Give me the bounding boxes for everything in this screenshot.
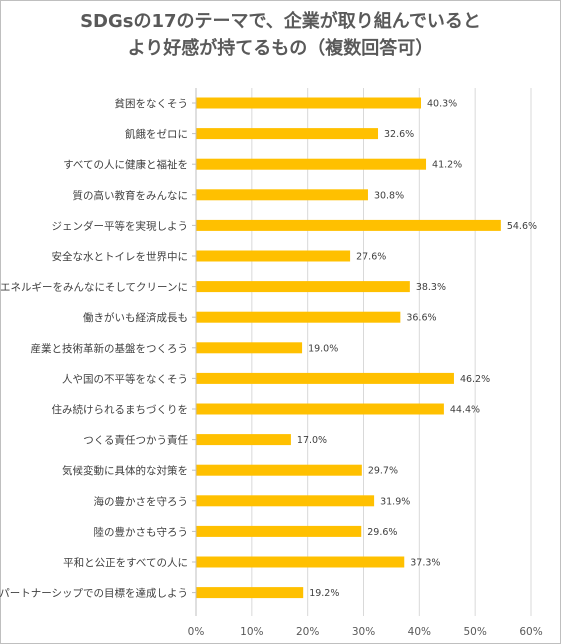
value-label: 27.6% xyxy=(356,252,386,263)
bar xyxy=(196,128,379,140)
bar xyxy=(196,250,351,262)
value-label: 40.3% xyxy=(427,99,457,110)
bar xyxy=(196,219,501,231)
bar xyxy=(196,372,454,384)
category-label: 陸の豊かさも守ろう xyxy=(94,525,189,538)
x-tick-label: 30% xyxy=(352,626,375,638)
value-label: 54.6% xyxy=(507,221,537,232)
category-label: つくる責任つかう責任 xyxy=(83,434,188,447)
bar xyxy=(196,311,401,323)
category-label: 平和と公正をすべての人に xyxy=(63,557,188,569)
bar xyxy=(196,556,405,568)
bar xyxy=(196,403,444,415)
category-label: 人や国の不平等をなくそう xyxy=(62,372,188,385)
value-label: 29.6% xyxy=(367,527,397,538)
x-tick-label: 40% xyxy=(408,626,431,638)
bar xyxy=(196,158,427,170)
bar xyxy=(196,97,422,109)
bar xyxy=(196,281,410,293)
chart-title-line-2: より好感が持てるもの（複数回答可） xyxy=(127,38,434,59)
bar xyxy=(196,434,291,446)
category-label: エネルギーをみんなにそしてクリーンに xyxy=(0,282,188,294)
axes xyxy=(192,88,197,616)
value-label: 37.3% xyxy=(410,558,440,569)
category-label: 質の高い教育をみんなに xyxy=(73,189,189,202)
bar xyxy=(196,525,362,537)
value-label: 30.8% xyxy=(374,190,404,201)
value-label: 32.6% xyxy=(384,129,414,140)
value-label: 17.0% xyxy=(297,435,327,446)
category-label: ジェンダー平等を実現しよう xyxy=(52,219,189,232)
labels: 0% 10% 20% 30% 40% 50% 60% 貧困をなくそう 40.3% 飢餓をゼロに 32… xyxy=(0,97,543,638)
x-tick-label: 0% xyxy=(188,626,205,638)
value-label: 19.2% xyxy=(309,588,339,599)
x-tick-label: 20% xyxy=(296,626,319,638)
value-label: 19.0% xyxy=(308,343,338,354)
category-label: 気候変動に具体的な対策を xyxy=(62,464,188,477)
x-tick-label: 50% xyxy=(463,626,486,638)
category-label: 住み続けられるまちづくりを xyxy=(52,403,189,416)
value-label: 29.7% xyxy=(368,466,398,477)
value-label: 36.6% xyxy=(406,313,436,324)
bars xyxy=(196,97,501,599)
bar xyxy=(196,464,362,476)
x-tick-label: 10% xyxy=(240,626,263,638)
value-label: 31.9% xyxy=(380,496,410,507)
category-label: 飢餓をゼロに xyxy=(125,128,188,141)
category-label: 働きがいも経済成長も xyxy=(83,311,188,324)
value-label: 41.2% xyxy=(432,160,462,171)
category-label: 海の豊かさを守ろう xyxy=(94,495,189,508)
value-label: 46.2% xyxy=(460,374,490,385)
category-label: パートナーシップでの目標を達成しよう xyxy=(0,587,188,600)
bar xyxy=(196,189,368,201)
category-label: すべての人に健康と福祉を xyxy=(63,158,188,171)
value-label: 44.4% xyxy=(450,405,480,416)
category-label: 安全な水とトイレを世界中に xyxy=(52,250,189,263)
category-label: 貧困をなくそう xyxy=(115,97,189,110)
value-label: 38.3% xyxy=(416,282,446,293)
chart-title-line-1: SDGsの17のテーマで、企業が取り組んでいると xyxy=(80,11,481,32)
bar xyxy=(196,342,303,354)
chart-title: SDGsの17のテーマで、企業が取り組んでいると より好感が持てるもの（複数回答… xyxy=(0,8,561,62)
x-tick-label: 60% xyxy=(519,626,542,638)
bar xyxy=(196,495,375,507)
category-label: 産業と技術革新の基盤をつくろう xyxy=(31,342,189,355)
bar xyxy=(196,587,304,599)
